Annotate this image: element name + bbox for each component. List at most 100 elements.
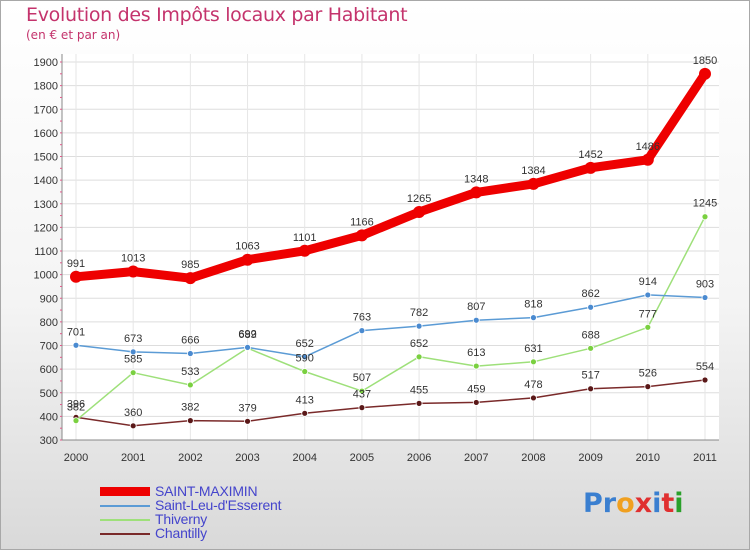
x-tick-label: 2002 [178,452,202,464]
data-point [644,323,652,331]
brand-letter: r [602,488,617,519]
data-label: 807 [467,301,485,313]
data-point [358,327,366,335]
data-label: 991 [67,258,85,270]
data-point [527,177,540,190]
data-label: 507 [353,372,371,384]
data-point [587,303,595,311]
data-label: 1850 [693,55,717,67]
data-label: 985 [181,259,199,271]
data-point [415,399,423,407]
brand-letter: i [652,488,662,519]
data-point [584,161,597,174]
y-tick-label: 300 [40,435,58,447]
series-line [75,294,706,358]
y-tick-label: 400 [40,411,58,423]
data-point [530,394,537,402]
x-tick-label: 2004 [292,452,316,464]
data-label: 613 [467,347,485,359]
y-tick-label: 700 [40,341,58,353]
brand-letter: o [616,488,635,519]
legend-swatch [100,519,150,521]
data-label: 413 [296,394,314,406]
data-point [186,381,194,389]
data-label: 585 [124,354,142,366]
legend-label: Thiverny [155,511,208,527]
chart-subtitle: (en € et par an) [26,28,121,42]
data-point [129,422,137,430]
data-point [186,417,194,425]
y-tick-label: 1400 [34,175,58,187]
data-label: 692 [238,328,256,340]
data-label: 818 [524,299,542,311]
y-tick-label: 1800 [34,81,58,93]
data-label: 903 [696,279,714,291]
y-tick-label: 600 [40,364,58,376]
data-label: 1265 [407,193,431,205]
legend-label: Saint-Leu-d'Esserent [155,497,282,513]
data-point [301,368,309,375]
series-line [75,379,706,427]
y-tick-label: 1000 [34,270,58,282]
data-point [129,369,137,377]
y-tick-label: 1700 [34,104,58,116]
data-point [472,362,480,370]
data-point [355,229,368,242]
data-label: 688 [581,329,599,341]
data-label: 914 [639,276,657,288]
data-label: 689 [238,329,256,341]
data-label: 382 [67,402,85,414]
data-point [301,353,309,361]
data-point [186,350,194,357]
legend-label: SAINT-MAXIMIN [155,483,258,499]
data-point [184,272,197,285]
data-point [530,358,537,366]
data-label: 777 [639,308,657,320]
x-tick-label: 2009 [578,452,602,464]
data-point [415,322,423,330]
data-point [472,316,480,324]
data-label: 1384 [521,165,545,177]
data-label: 517 [581,370,599,382]
data-label: 1348 [464,173,488,185]
data-label: 1486 [636,141,660,153]
brand-logo: Proxiti [583,488,684,519]
y-tick-label: 1900 [34,57,58,69]
x-tick-label: 2011 [693,452,717,464]
x-tick-label: 2008 [521,452,545,464]
x-tick-label: 2006 [407,452,431,464]
data-label: 652 [296,338,314,350]
x-tick-label: 2007 [464,452,488,464]
plot-area [62,54,719,440]
data-label: 782 [410,307,428,319]
legend-label: Chantilly [155,525,207,541]
data-label: 1166 [350,216,374,228]
data-label: 396 [67,398,85,410]
data-label: 526 [639,368,657,380]
x-tick-label: 2001 [121,452,145,464]
data-point [701,213,709,221]
data-point [587,385,595,393]
data-label: 1101 [293,232,317,244]
data-label: 437 [353,389,371,401]
y-tick-label: 500 [40,388,58,400]
data-label: 701 [67,326,85,338]
data-point [70,270,82,283]
data-label: 1245 [693,198,717,210]
data-point [72,417,80,425]
chart-title: Evolution des Impôts locaux par Habitant [26,4,408,26]
y-tick-label: 900 [40,293,58,305]
data-label: 1452 [578,149,602,161]
data-point [358,387,366,395]
brand-letter: x [634,488,653,519]
brand-letter: P [583,488,603,519]
data-point [699,67,711,80]
data-point [641,153,654,166]
y-tick-label: 800 [40,317,58,329]
data-point [701,294,709,301]
data-label: 554 [696,361,714,373]
data-label: 1013 [121,253,145,265]
data-point [644,291,652,299]
data-label: 862 [581,288,599,300]
